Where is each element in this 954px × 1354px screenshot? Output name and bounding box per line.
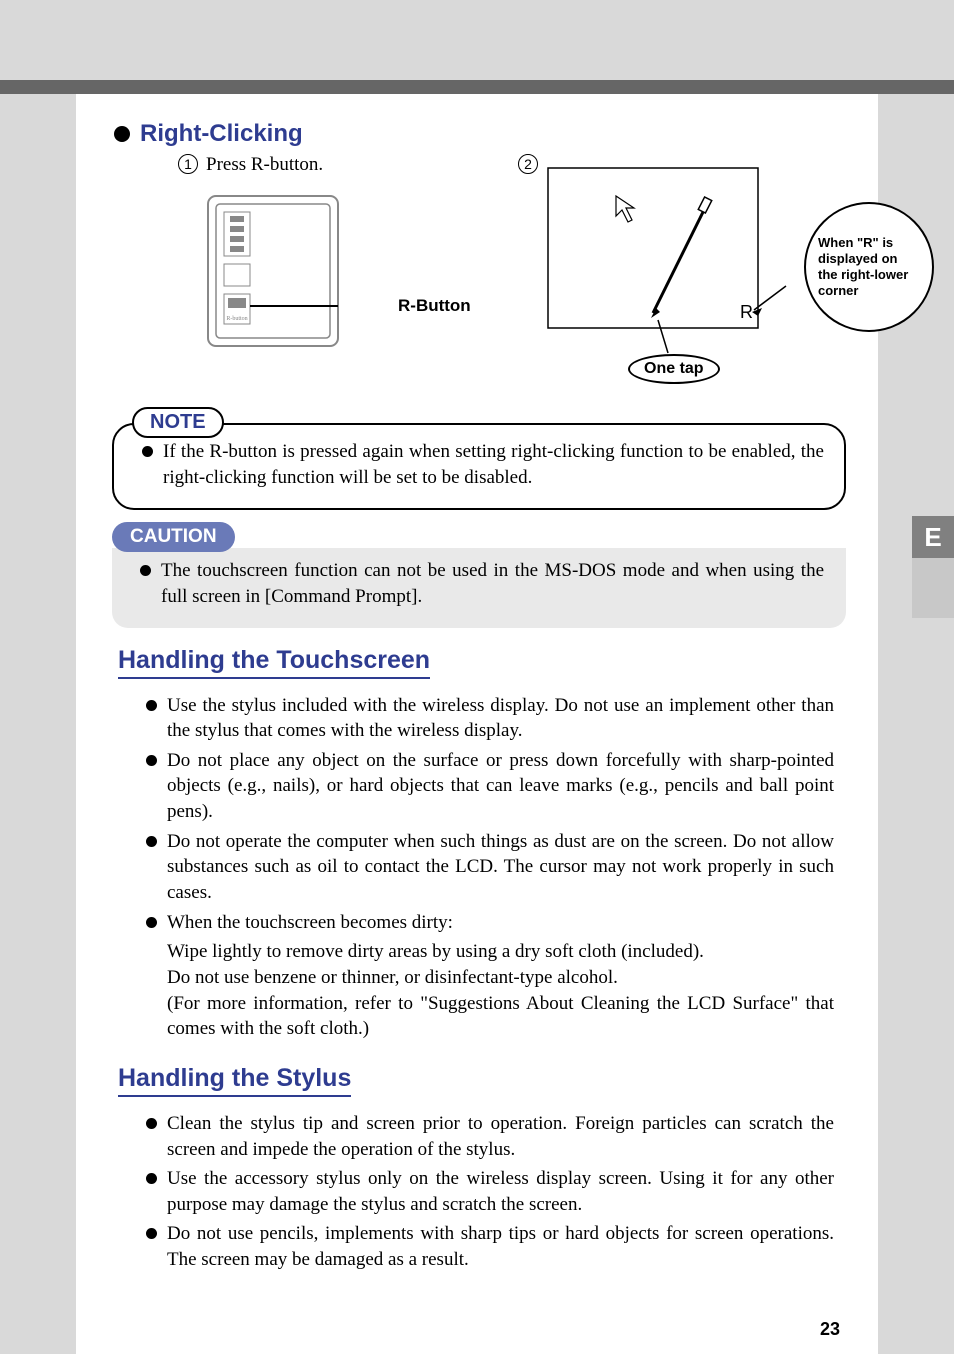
touch-b1: Use the stylus included with the wireles… <box>167 693 834 744</box>
diagram-row: 1 Press R-button. R-button <box>138 154 848 393</box>
stylus-b2: Use the accessory stylus only on the wir… <box>167 1166 834 1217</box>
note-box: NOTE If the R-button is pressed again wh… <box>112 423 846 510</box>
touch-b4c: (For more information, refer to "Suggest… <box>167 991 834 1042</box>
stylus-b1: Clean the stylus tip and screen prior to… <box>167 1111 834 1162</box>
bullet-icon <box>146 1228 157 1239</box>
device-illustration: R-button <box>198 186 498 356</box>
bullet-icon <box>146 1173 157 1184</box>
callout-text: When "R" is displayed on the right-lower… <box>818 235 920 300</box>
step-number-1: 1 <box>178 154 198 174</box>
bullet-icon <box>146 836 157 847</box>
bullet-icon <box>140 565 151 576</box>
page-number: 23 <box>820 1319 840 1340</box>
r-button-label: R-Button <box>398 296 471 316</box>
svg-text:R-button: R-button <box>226 316 247 322</box>
section-title: Right-Clicking <box>140 120 303 148</box>
caution-section: CAUTION The touchscreen function can not… <box>98 522 848 627</box>
stylus-b3: Do not use pencils, implements with shar… <box>167 1221 834 1272</box>
bullet-icon <box>146 700 157 711</box>
step-number-2: 2 <box>518 154 538 174</box>
svg-text:R: R <box>740 302 753 322</box>
heading-stylus: Handling the Stylus <box>118 1064 351 1097</box>
touch-b4b: Do not use benzene or thinner, or disinf… <box>167 965 834 991</box>
touch-b3: Do not operate the computer when such th… <box>167 829 834 906</box>
side-tab-e: E <box>912 516 954 558</box>
bullet-icon <box>142 446 153 457</box>
touch-b4: When the touchscreen becomes dirty: <box>167 910 453 936</box>
bullet-icon <box>146 1118 157 1129</box>
r-corner-callout: When "R" is displayed on the right-lower… <box>804 202 934 332</box>
heading-touchscreen: Handling the Touchscreen <box>118 646 430 679</box>
section-right-clicking: Right-Clicking <box>114 120 848 148</box>
caution-label: CAUTION <box>112 522 235 552</box>
step-1-text: Press R-button. <box>206 154 323 176</box>
one-tap-badge: One tap <box>628 354 720 384</box>
stylus-list: Clean the stylus tip and screen prior to… <box>146 1111 834 1273</box>
note-text: If the R-button is pressed again when se… <box>163 439 824 490</box>
touch-b4a: Wipe lightly to remove dirty areas by us… <box>167 939 834 965</box>
step-2-block: 2 R When "R" is displayed on the righ <box>528 154 928 393</box>
caution-text: The touchscreen function can not be used… <box>161 558 824 609</box>
touchscreen-list: Use the stylus included with the wireles… <box>146 693 834 1042</box>
page-content: Right-Clicking 1 Press R-button. <box>76 94 878 1354</box>
bullet-icon <box>114 126 130 142</box>
bullet-icon <box>146 755 157 766</box>
side-tab-below <box>912 558 954 618</box>
note-label: NOTE <box>132 407 224 438</box>
step-1-block: 1 Press R-button. R-button <box>138 154 498 393</box>
touch-b2: Do not place any object on the surface o… <box>167 748 834 825</box>
header-band <box>0 80 954 94</box>
bullet-icon <box>146 917 157 928</box>
